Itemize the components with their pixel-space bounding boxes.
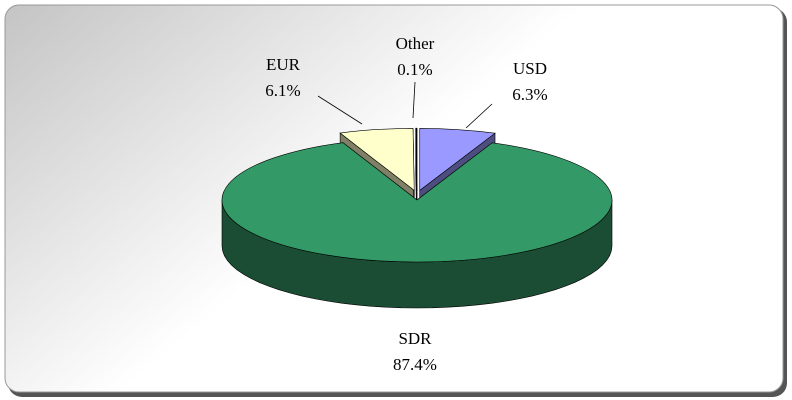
slice-value-label: 0.1% [397, 60, 432, 79]
slice [415, 127, 418, 191]
slice-value-label: 87.4% [393, 355, 437, 374]
pie [221, 127, 613, 309]
slice-label: USD [513, 59, 547, 78]
leader-line [465, 103, 493, 129]
labels: USD 6.3% SDR 87.4% EUR 6.1% Other 0.1% [265, 34, 547, 374]
slice [221, 142, 613, 263]
slice-value-label: 6.3% [512, 85, 547, 104]
leader-line [317, 95, 363, 125]
slice-label: EUR [266, 55, 301, 74]
slice-label: Other [396, 34, 435, 53]
slice [419, 128, 496, 191]
slice-label: SDR [398, 329, 432, 348]
leader-line [412, 81, 416, 119]
slice-value-label: 6.1% [265, 81, 300, 100]
slice [339, 128, 415, 192]
